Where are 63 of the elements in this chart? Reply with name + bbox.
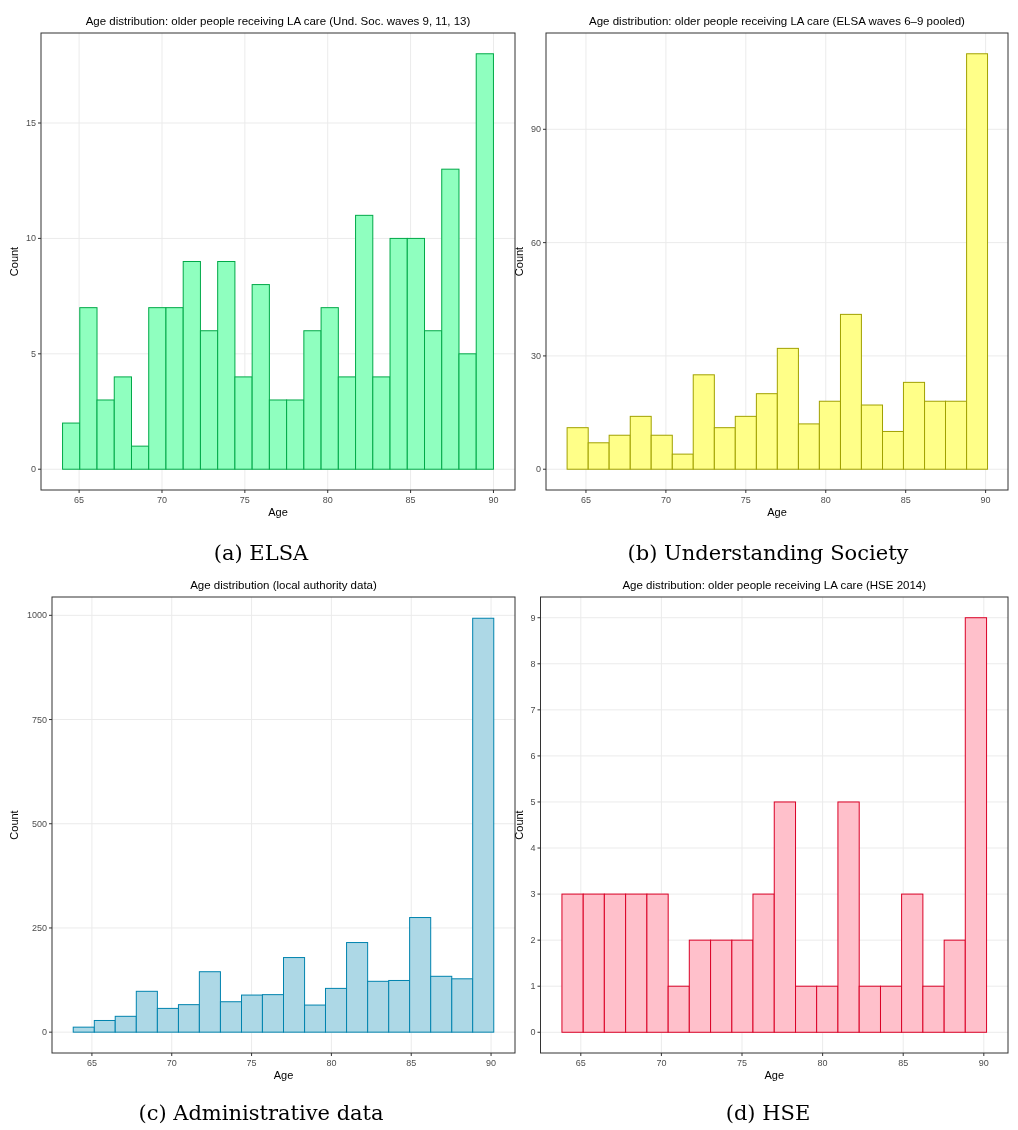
x-tick-label: 70 [660,495,671,505]
x-tick-label: 85 [900,495,911,505]
y-tick-label: 7 [530,704,536,715]
y-tick-label: 10 [25,233,36,244]
x-tick-label: 65 [86,1058,97,1068]
y-tick-label: 3 [530,889,536,900]
text: (b) Understanding Society [627,541,909,565]
y-tick-label: 90 [530,124,541,135]
chart-title: Age distribution: older people receiving LA care (Und. Soc. waves 9, 11, 13) [85,15,471,27]
chart-title: Age distribution: older people receiving LA care (HSE 2014) [622,579,927,591]
x-tick-label: 65 [580,495,591,505]
x-tick-label: 90 [486,1058,497,1068]
x-tick-label: 70 [656,1058,667,1068]
y-tick-label: 60 [530,237,541,248]
x-axis-title: Age [767,506,787,518]
x-tick-label: 85 [406,1058,417,1068]
x-tick-label: 65 [575,1058,586,1068]
y-tick-label: 4 [530,843,536,854]
y-axis-title: Count [8,246,20,277]
x-tick-label: 90 [488,495,499,505]
y-tick-label: 1000 [26,610,47,621]
x-tick-label: 80 [820,495,831,505]
y-tick-label: 500 [31,818,47,829]
y-tick-label: 5 [30,348,36,359]
x-tick-label: 80 [326,1058,337,1068]
x-tick-label: 75 [239,495,250,505]
x-tick-label: 75 [246,1058,257,1068]
chart-title: Age distribution (local authority data) [190,579,377,591]
y-tick-label: 30 [530,350,541,361]
y-tick-label: 0 [41,1027,47,1038]
x-tick-label: 75 [737,1058,748,1068]
x-tick-label: 85 [898,1058,909,1068]
chart-title: Age distribution: older people receiving LA care (ELSA waves 6–9 pooled) [589,15,966,27]
x-tick-label: 75 [740,495,751,505]
y-tick-label: 9 [530,612,536,623]
y-tick-label: 0 [30,464,36,475]
text: (c) Administrative data [138,1101,384,1125]
x-tick-label: 85 [405,495,416,505]
text: (d) HSE [725,1101,811,1125]
x-tick-label: 90 [978,1058,989,1068]
y-axis-title: Count [8,810,20,840]
y-tick-label: 0 [530,1027,536,1038]
y-tick-label: 1 [530,981,536,992]
y-axis-title: Count [513,246,525,277]
x-axis-title: Age [268,506,288,518]
text: (a) ELSA [213,541,310,565]
x-axis-title: Age [273,1069,294,1081]
x-tick-label: 70 [166,1058,177,1068]
y-tick-label: 0 [535,464,541,475]
y-tick-label: 5 [530,796,536,807]
x-axis-title: Age [764,1069,785,1081]
x-tick-label: 65 [74,495,85,505]
x-tick-label: 80 [322,495,333,505]
y-tick-label: 15 [25,118,36,129]
x-tick-label: 80 [817,1058,828,1068]
y-tick-label: 250 [31,922,47,933]
y-axis-title: Count [513,810,525,840]
y-tick-label: 6 [530,750,536,761]
y-tick-label: 8 [530,658,536,669]
y-tick-label: 750 [31,714,47,725]
x-tick-label: 90 [980,495,991,505]
y-tick-label: 2 [530,935,536,946]
x-tick-label: 70 [156,495,167,505]
